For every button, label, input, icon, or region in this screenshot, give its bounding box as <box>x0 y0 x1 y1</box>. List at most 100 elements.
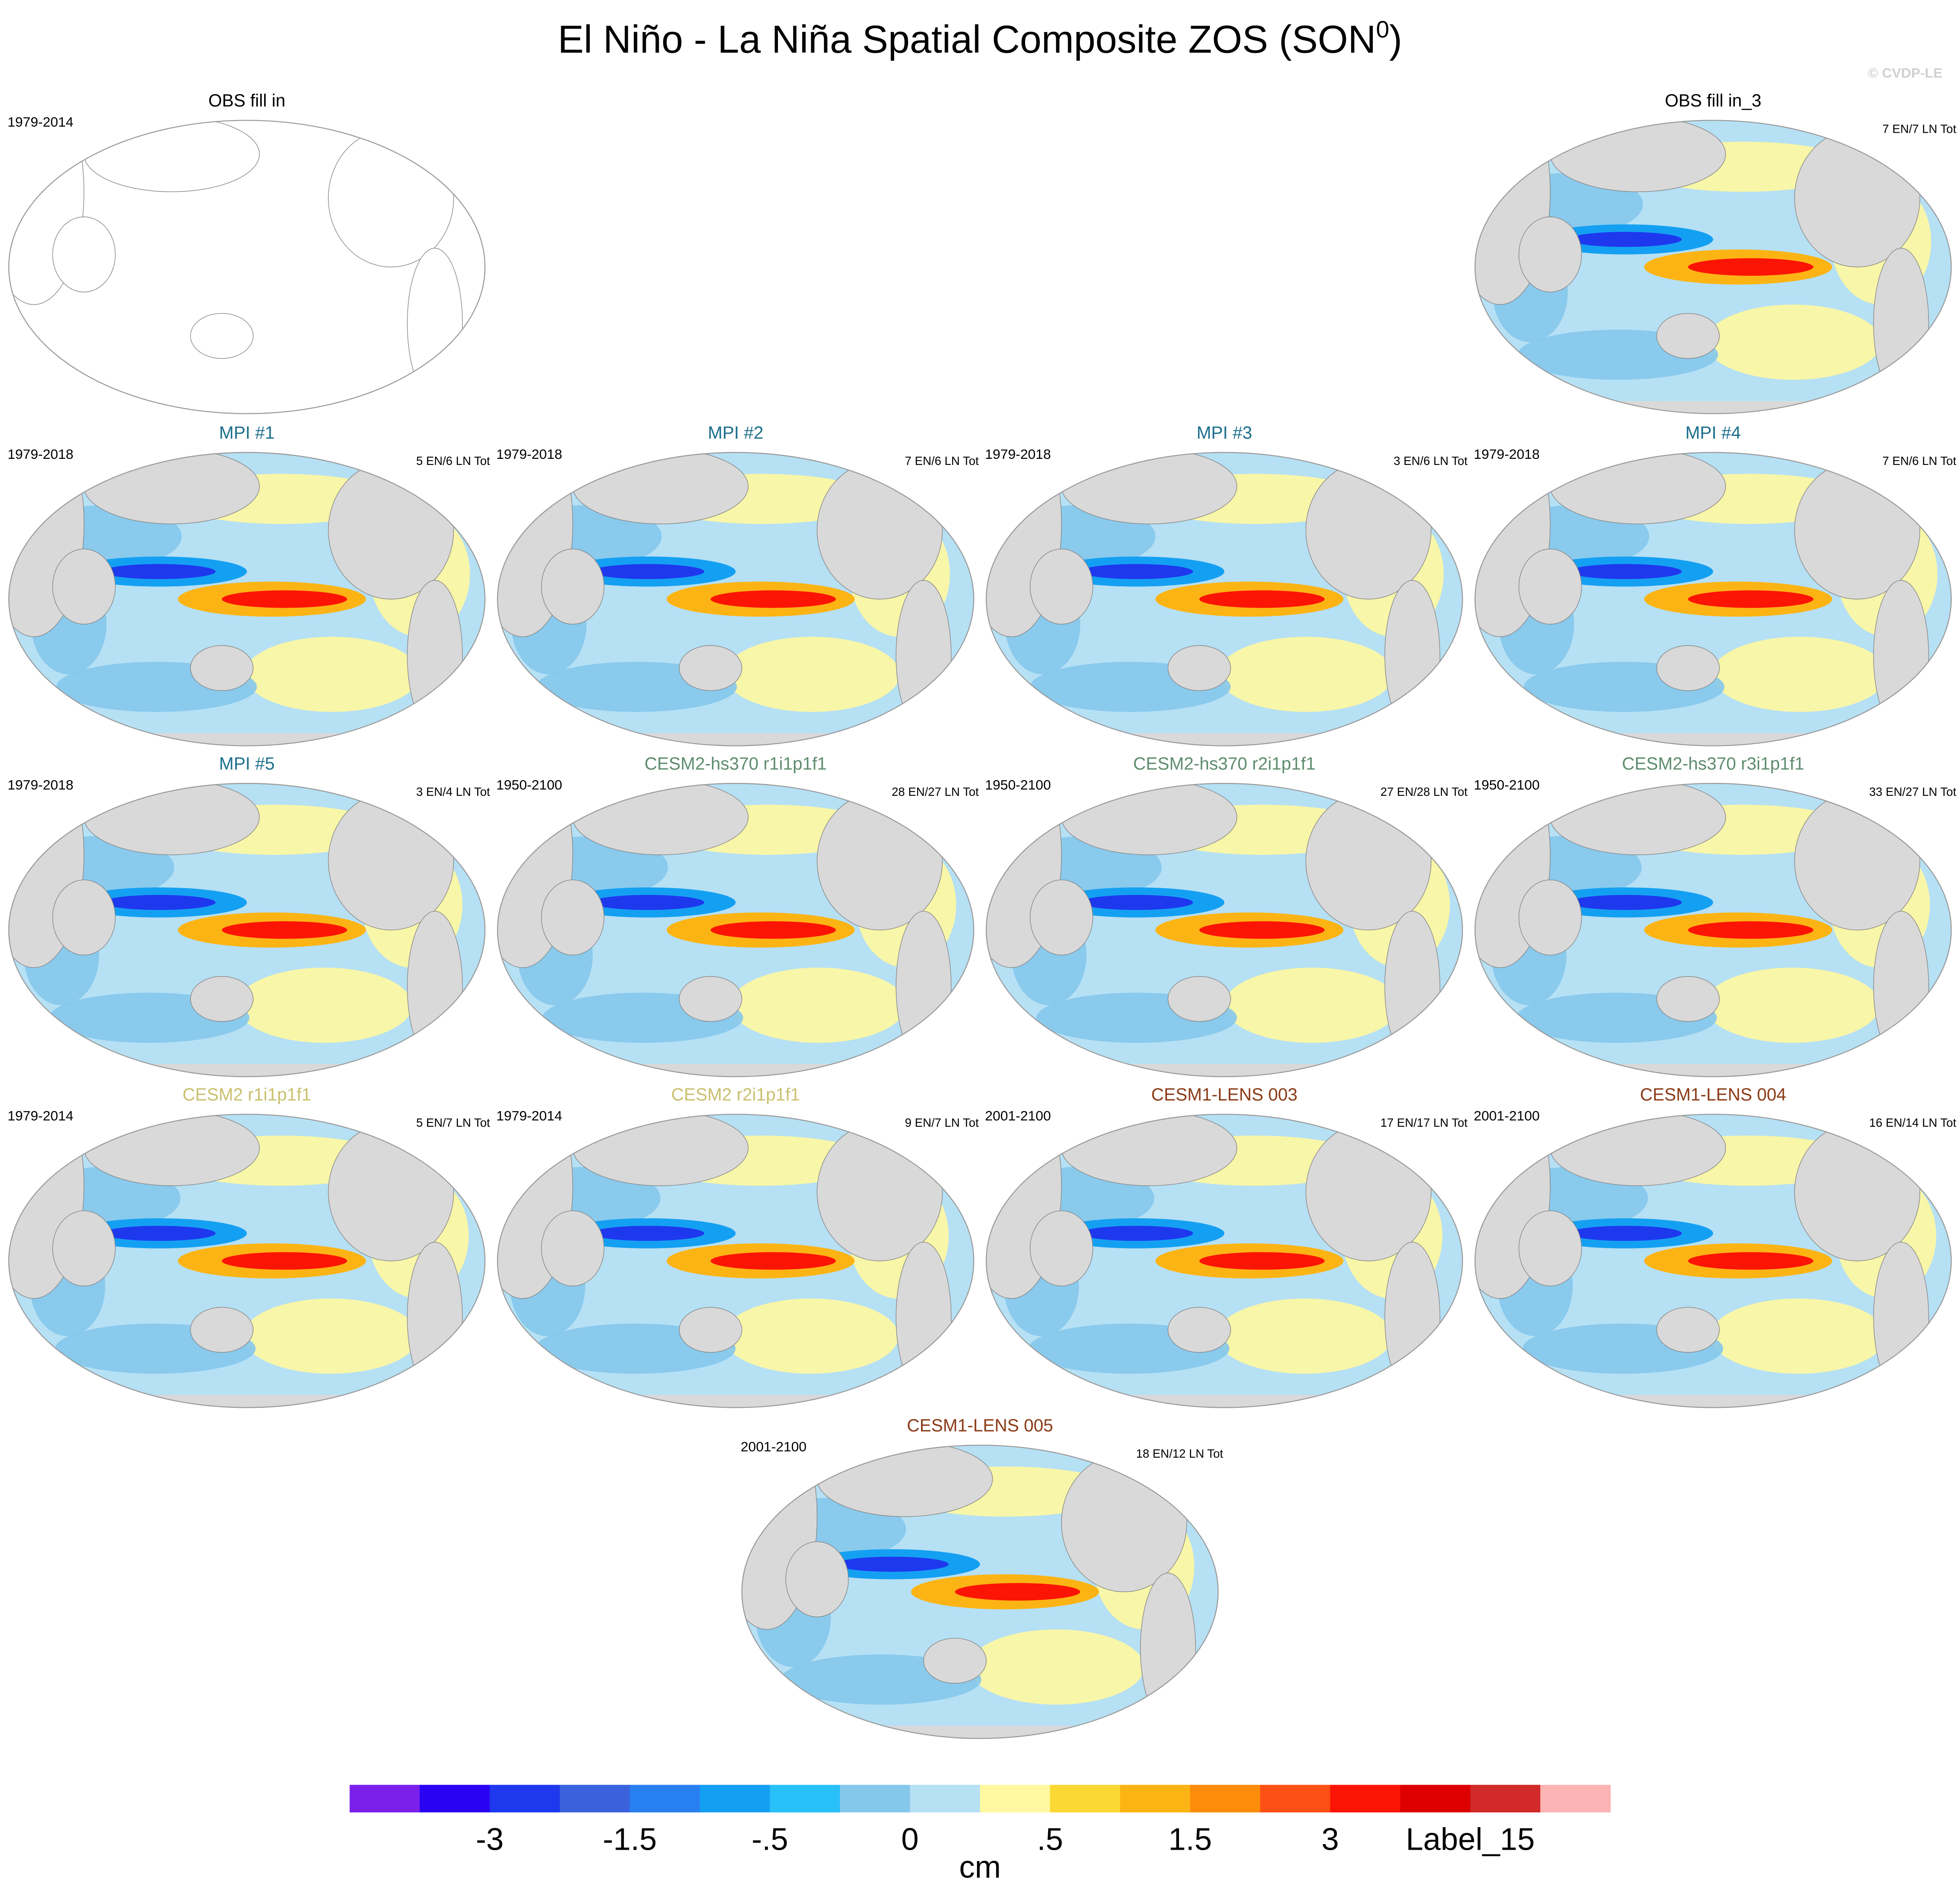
anomaly <box>1705 304 1881 380</box>
anomaly <box>1688 921 1813 939</box>
land <box>190 313 254 359</box>
land <box>1029 549 1093 625</box>
map-border <box>1474 120 1952 414</box>
land <box>1167 1307 1231 1353</box>
panel-counts: 27 EN/28 LN Tot <box>1380 785 1467 798</box>
land <box>679 976 742 1022</box>
panel-years: 1979-2018 <box>1474 446 1540 462</box>
panel-counts: 3 EN/6 LN Tot <box>1394 454 1468 468</box>
colorbar-box <box>1190 1785 1261 1813</box>
anomaly <box>1712 637 1888 712</box>
land <box>1384 1242 1441 1393</box>
colorbar-unit: cm <box>959 1850 1001 1884</box>
colorbar-box <box>1400 1785 1471 1813</box>
panel-title: CESM1-LENS 003 <box>1151 1084 1297 1104</box>
map <box>986 783 1463 1077</box>
panel-title: CESM2-hs370 r3i1p1f1 <box>1622 754 1804 774</box>
map-border <box>8 783 486 1077</box>
map <box>742 1445 1218 1739</box>
land <box>1384 911 1441 1062</box>
map-border <box>8 452 486 746</box>
map-border <box>741 1445 1219 1739</box>
land <box>541 549 604 625</box>
anomaly <box>730 968 906 1043</box>
anomaly <box>1224 968 1400 1043</box>
colorbar-label: -.5 <box>751 1822 788 1857</box>
land <box>1167 976 1231 1022</box>
panel-counts: 3 EN/4 LN Tot <box>416 785 490 798</box>
map-border <box>986 783 1463 1077</box>
panel-years: 1950-2100 <box>1474 777 1540 793</box>
land <box>1873 248 1929 399</box>
panel-years: 1979-2014 <box>7 1108 73 1124</box>
land <box>1029 880 1093 955</box>
colorbar-box <box>699 1785 771 1813</box>
land <box>1656 1307 1720 1353</box>
panel-counts: 17 EN/17 LN Tot <box>1380 1116 1467 1129</box>
map <box>497 1114 974 1408</box>
colorbar-box <box>419 1785 490 1813</box>
land <box>190 1307 254 1353</box>
panel-title: MPI #1 <box>219 423 274 443</box>
land <box>1518 549 1582 625</box>
land <box>52 549 116 625</box>
anomaly <box>1199 921 1325 939</box>
land <box>1518 880 1582 955</box>
colorbar-box <box>1050 1785 1120 1813</box>
panel-counts: 33 EN/27 LN Tot <box>1869 785 1957 798</box>
land <box>407 580 463 731</box>
land <box>541 1210 604 1286</box>
anomaly <box>591 895 705 910</box>
panel-years: 2001-2100 <box>985 1108 1051 1124</box>
anomaly <box>1569 1226 1682 1241</box>
anomaly <box>1710 1298 1886 1374</box>
anomaly <box>591 564 705 579</box>
land <box>923 1638 987 1684</box>
anomaly <box>244 637 420 712</box>
anomaly <box>710 1252 836 1270</box>
land <box>1518 1210 1582 1286</box>
land <box>1518 216 1582 293</box>
panel-counts: 9 EN/7 LN Tot <box>905 1116 979 1129</box>
anomaly <box>710 590 836 608</box>
land <box>679 1307 742 1353</box>
colorbar-box <box>1540 1785 1611 1813</box>
map-border <box>8 1114 486 1408</box>
anomaly <box>1569 232 1682 247</box>
panel-counts: 5 EN/7 LN Tot <box>416 1116 490 1129</box>
land <box>190 645 254 691</box>
panel-title: CESM2 r2i1p1f1 <box>671 1084 800 1104</box>
land <box>1167 645 1231 691</box>
land <box>407 911 463 1062</box>
panel-title: CESM2-hs370 r2i1p1f1 <box>1133 754 1316 774</box>
anomaly <box>1199 1252 1325 1270</box>
anomaly <box>1688 1252 1813 1270</box>
anomaly <box>1569 895 1682 910</box>
map <box>986 1114 1463 1408</box>
panel-title: CESM1-LENS 005 <box>907 1415 1053 1435</box>
panel-years: 1979-2018 <box>496 446 562 462</box>
anomaly <box>222 1252 347 1270</box>
anomaly <box>243 1298 419 1374</box>
colorbar-box <box>559 1785 630 1813</box>
land <box>679 645 742 691</box>
map-border <box>986 1114 1463 1408</box>
colorbar-box <box>1330 1785 1401 1813</box>
land <box>1140 1573 1196 1724</box>
anomaly <box>1080 1226 1193 1241</box>
colorbar-box <box>1470 1785 1541 1813</box>
colorbar-box <box>840 1785 911 1813</box>
panel-years: 1979-2014 <box>496 1108 562 1124</box>
colorbar-box <box>630 1785 700 1813</box>
map-border <box>497 783 974 1077</box>
panel-years: 1979-2014 <box>7 114 73 130</box>
anomaly <box>955 1583 1081 1601</box>
panel-years: 1979-2018 <box>985 446 1051 462</box>
map-border <box>497 452 974 746</box>
panel-title: CESM1-LENS 004 <box>1640 1084 1786 1104</box>
map-border <box>986 452 1463 746</box>
map-border <box>8 120 486 414</box>
anomaly <box>723 1298 899 1374</box>
land <box>895 1242 952 1393</box>
land <box>541 880 604 955</box>
